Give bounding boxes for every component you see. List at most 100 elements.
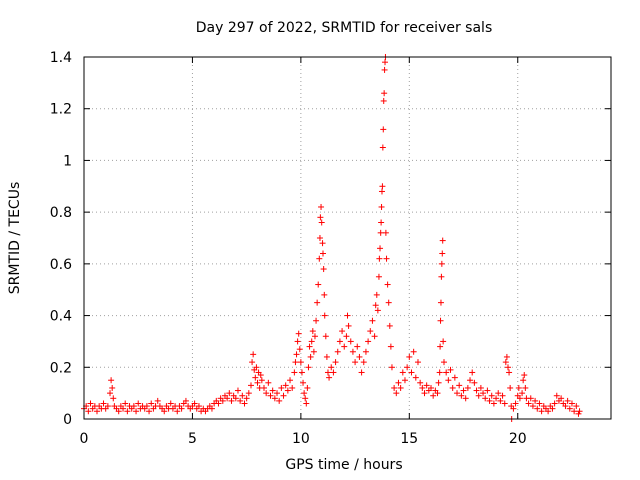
data-point — [371, 333, 378, 340]
data-point — [317, 214, 324, 221]
data-point — [553, 392, 560, 399]
data-point — [372, 302, 379, 309]
data-point — [245, 390, 252, 397]
data-point — [525, 400, 532, 407]
data-point — [506, 369, 513, 376]
data-point — [484, 387, 491, 394]
data-point — [529, 403, 536, 410]
data-point — [298, 369, 305, 376]
data-point — [232, 395, 239, 402]
data-point — [224, 395, 231, 402]
data-point — [108, 377, 115, 384]
data-point — [427, 384, 434, 391]
x-tick-label: 15 — [400, 431, 418, 447]
data-point — [356, 353, 363, 360]
data-point — [321, 291, 328, 298]
data-point — [341, 343, 348, 350]
data-point — [146, 408, 153, 415]
data-point — [148, 400, 155, 407]
data-point — [482, 395, 489, 402]
data-point — [362, 348, 369, 355]
data-point — [226, 390, 233, 397]
data-point — [437, 299, 444, 306]
data-point — [373, 291, 380, 298]
data-point — [360, 359, 367, 366]
data-point — [314, 299, 321, 306]
data-point — [120, 405, 127, 412]
data-point — [104, 403, 111, 410]
data-point — [339, 328, 346, 335]
data-point — [445, 377, 452, 384]
data-point — [573, 403, 580, 410]
data-point — [378, 203, 385, 210]
data-point — [208, 405, 215, 412]
data-point — [568, 400, 575, 407]
data-point — [515, 384, 522, 391]
axis-ticks — [83, 56, 611, 420]
x-tick-label: 10 — [292, 431, 310, 447]
data-point — [336, 338, 343, 345]
data-point — [439, 250, 446, 257]
data-point — [558, 395, 565, 402]
data-point — [488, 392, 495, 399]
x-tick-labels: 0 5 10 15 20 — [80, 431, 527, 447]
data-point — [293, 351, 300, 358]
data-point — [378, 219, 385, 226]
data-point — [458, 392, 465, 399]
data-point — [469, 369, 476, 376]
data-point — [382, 59, 389, 66]
data-point — [300, 379, 307, 386]
data-point — [354, 343, 361, 350]
data-point — [377, 245, 384, 252]
data-point — [522, 384, 529, 391]
y-tick-label: 1.2 — [50, 102, 72, 118]
y-tick-labels: 0 0.2 0.4 0.6 0.8 1 1.2 1.4 — [50, 50, 72, 428]
data-point — [449, 384, 456, 391]
y-tick-label: 0.2 — [50, 360, 72, 376]
data-point — [414, 359, 421, 366]
grid-lines — [84, 57, 611, 419]
data-point — [110, 395, 117, 402]
data-point — [271, 395, 278, 402]
data-point — [291, 369, 298, 376]
data-point — [423, 382, 430, 389]
data-point — [133, 408, 140, 415]
data-point — [404, 364, 411, 371]
data-point — [393, 390, 400, 397]
data-point — [378, 188, 385, 195]
data-point — [85, 408, 92, 415]
data-point — [575, 410, 582, 417]
data-point — [278, 384, 285, 391]
data-point — [454, 390, 461, 397]
data-point — [191, 400, 198, 407]
data-point — [384, 281, 391, 288]
data-point — [109, 384, 116, 391]
data-point — [382, 229, 389, 236]
data-point — [161, 408, 168, 415]
chart-title: Day 297 of 2022, SRMTID for receiver sal… — [196, 20, 492, 36]
data-point — [495, 390, 502, 397]
data-point — [344, 312, 351, 319]
data-point — [167, 400, 174, 407]
y-axis-label: SRMTID / TECUs — [7, 182, 23, 295]
y-tick-label: 1 — [63, 153, 72, 169]
data-point — [258, 377, 265, 384]
data-point — [294, 338, 301, 345]
data-point — [247, 382, 254, 389]
data-point — [323, 353, 330, 360]
data-point — [499, 392, 506, 399]
data-point — [399, 369, 406, 376]
data-point — [334, 348, 341, 355]
data-point — [358, 369, 365, 376]
plot-frame — [83, 56, 612, 420]
data-point — [107, 390, 114, 397]
data-point — [510, 405, 517, 412]
data-point — [571, 408, 578, 415]
data-point — [397, 384, 404, 391]
data-point — [380, 97, 387, 104]
data-point — [464, 384, 471, 391]
data-point — [280, 392, 287, 399]
data-point — [473, 387, 480, 394]
data-point — [379, 183, 386, 190]
data-point — [297, 359, 304, 366]
